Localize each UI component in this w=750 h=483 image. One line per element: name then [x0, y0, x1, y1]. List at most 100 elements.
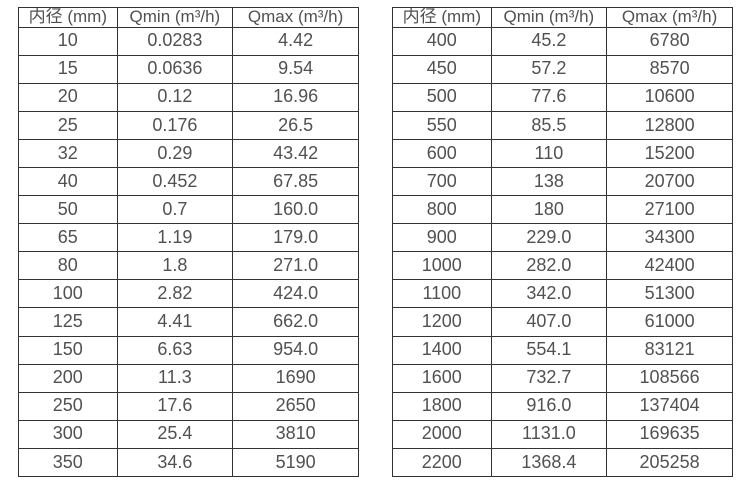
table-cell: 3810 [232, 419, 359, 449]
header-cell-qmin: Qmin (m³/h) [490, 7, 608, 28]
table-cell: 250 [18, 391, 118, 421]
table-cell: 67.85 [232, 167, 359, 197]
table-row: 700 138 20700 [392, 167, 733, 197]
table-body-small-diameters: 10 0.0283 4.42 15 0.0636 9.54 20 0.12 16.96 25 0.1… [18, 26, 359, 478]
table-cell: 424.0 [232, 279, 359, 309]
table-cell: 180 [490, 195, 608, 225]
table-header: 内径 (mm) Qmin (m³/h) Qmax (m³/h) [392, 7, 733, 28]
table-row: 10 0.0283 4.42 [18, 26, 359, 56]
table-cell: 179.0 [232, 223, 359, 253]
table-cell: 1400 [392, 335, 492, 365]
table-row: 300 25.4 3810 [18, 419, 359, 449]
table-row: 15 0.0636 9.54 [18, 54, 359, 84]
table-row: 20 0.12 16.96 [18, 82, 359, 112]
table-body-large-diameters: 400 45.2 6780 450 57.2 8570 500 77.6 10600 550 85.… [392, 26, 733, 478]
table-cell: 20 [18, 82, 118, 112]
header-row: 内径 (mm) Qmin (m³/h) Qmax (m³/h) [392, 7, 733, 28]
table-cell: 916.0 [490, 391, 608, 421]
table-row: 1400 554.1 83121 [392, 335, 733, 365]
table-cell: 1200 [392, 307, 492, 337]
table-cell: 205258 [606, 447, 733, 478]
table-cell: 25 [18, 110, 118, 141]
table-cell: 407.0 [490, 307, 608, 337]
table-cell: 32 [18, 138, 118, 169]
table-cell: 43.42 [232, 138, 359, 169]
table-cell: 25.4 [116, 419, 234, 449]
table-cell: 50 [18, 195, 118, 225]
table-cell: 1600 [392, 363, 492, 393]
table-cell: 85.5 [490, 110, 608, 141]
table-cell: 0.0636 [116, 54, 234, 84]
table-row: 25 0.176 26.5 [18, 110, 359, 141]
header-row: 内径 (mm) Qmin (m³/h) Qmax (m³/h) [18, 7, 359, 28]
table-cell: 11.3 [116, 363, 234, 393]
table-cell: 42400 [606, 251, 733, 281]
table-row: 350 34.6 5190 [18, 447, 359, 478]
table-cell: 342.0 [490, 279, 608, 309]
table-cell: 110 [490, 138, 608, 169]
table-cell: 169635 [606, 419, 733, 449]
table-cell: 0.176 [116, 110, 234, 141]
table-row: 600 110 15200 [392, 138, 733, 169]
table-cell: 0.452 [116, 167, 234, 197]
table-cell: 0.0283 [116, 26, 234, 56]
table-cell: 80 [18, 251, 118, 281]
table-row: 200 11.3 1690 [18, 363, 359, 393]
table-cell: 77.6 [490, 82, 608, 112]
table-cell: 1.8 [116, 251, 234, 281]
table-cell: 900 [392, 223, 492, 253]
table-cell: 600 [392, 138, 492, 169]
table-row: 65 1.19 179.0 [18, 223, 359, 253]
table-row: 1200 407.0 61000 [392, 307, 733, 337]
table-header: 内径 (mm) Qmin (m³/h) Qmax (m³/h) [18, 7, 359, 28]
table-cell: 0.12 [116, 82, 234, 112]
table-cell: 61000 [606, 307, 733, 337]
table-cell: 138 [490, 167, 608, 197]
table-cell: 229.0 [490, 223, 608, 253]
table-cell: 2000 [392, 419, 492, 449]
table-row: 900 229.0 34300 [392, 223, 733, 253]
table-cell: 27100 [606, 195, 733, 225]
table-row: 400 45.2 6780 [392, 26, 733, 56]
table-cell: 5190 [232, 447, 359, 478]
table-cell: 65 [18, 223, 118, 253]
table-cell: 6.63 [116, 335, 234, 365]
table-cell: 282.0 [490, 251, 608, 281]
table-cell: 350 [18, 447, 118, 478]
table-cell: 1368.4 [490, 447, 608, 478]
table-cell: 8570 [606, 54, 733, 84]
table-row: 50 0.7 160.0 [18, 195, 359, 225]
table-cell: 1800 [392, 391, 492, 421]
table-cell: 26.5 [232, 110, 359, 141]
table-cell: 40 [18, 167, 118, 197]
table-row: 80 1.8 271.0 [18, 251, 359, 281]
table-row: 1600 732.7 108566 [392, 363, 733, 393]
table-cell: 0.7 [116, 195, 234, 225]
table-cell: 450 [392, 54, 492, 84]
table-cell: 300 [18, 419, 118, 449]
table-cell: 1000 [392, 251, 492, 281]
table-cell: 4.42 [232, 26, 359, 56]
table-cell: 10600 [606, 82, 733, 112]
table-cell: 150 [18, 335, 118, 365]
header-cell-qmin: Qmin (m³/h) [116, 7, 234, 28]
table-cell: 800 [392, 195, 492, 225]
header-cell-qmax: Qmax (m³/h) [232, 7, 359, 28]
table-row: 550 85.5 12800 [392, 110, 733, 141]
header-cell-qmax: Qmax (m³/h) [606, 7, 733, 28]
table-cell: 2.82 [116, 279, 234, 309]
table-row: 800 180 27100 [392, 195, 733, 225]
table-cell: 17.6 [116, 391, 234, 421]
table-cell: 732.7 [490, 363, 608, 393]
flow-spec-table-small-diameters: 内径 (mm) Qmin (m³/h) Qmax (m³/h) 10 0.0283… [18, 7, 359, 478]
table-cell: 15 [18, 54, 118, 84]
table-cell: 125 [18, 307, 118, 337]
table-row: 40 0.452 67.85 [18, 167, 359, 197]
table-cell: 2650 [232, 391, 359, 421]
table-row: 1100 342.0 51300 [392, 279, 733, 309]
table-row: 125 4.41 662.0 [18, 307, 359, 337]
table-row: 500 77.6 10600 [392, 82, 733, 112]
table-row: 1800 916.0 137404 [392, 391, 733, 421]
table-cell: 1.19 [116, 223, 234, 253]
table-row: 2000 1131.0 169635 [392, 419, 733, 449]
